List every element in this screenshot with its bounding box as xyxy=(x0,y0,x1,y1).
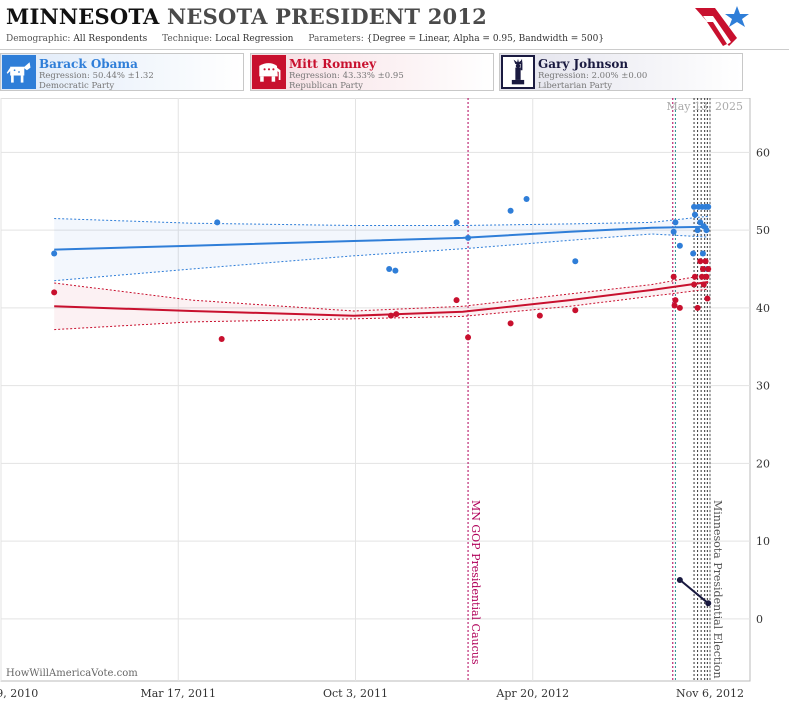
candidate-party: Libertarian Party xyxy=(538,81,613,91)
poll-point xyxy=(705,600,712,607)
confidence-lower-line xyxy=(54,288,709,331)
trend-line xyxy=(54,281,709,317)
x-tick-label: Oct 3, 2011 xyxy=(323,687,388,700)
poll-point xyxy=(697,258,704,265)
poll-point xyxy=(676,576,683,583)
poll-point xyxy=(453,297,460,304)
confidence-upper-line xyxy=(54,274,709,312)
candidate-regression: Regression: 2.00% ±0.00 xyxy=(538,71,648,81)
poll-point xyxy=(705,266,712,273)
poll-point xyxy=(392,267,399,274)
candidate-name: Gary Johnson xyxy=(538,57,629,71)
event-label: Minnesota Presidential Election xyxy=(711,500,724,679)
parameters-line: Demographic: All Respondents Technique: … xyxy=(6,34,604,44)
poll-point xyxy=(676,242,683,249)
poll-point xyxy=(691,281,698,288)
parameters-value: {Degree = Linear, Alpha = 0.95, Bandwidt… xyxy=(366,34,605,44)
candidate-regression: Regression: 43.33% ±0.95 xyxy=(289,71,404,81)
poll-point xyxy=(465,334,472,341)
plot-area xyxy=(0,98,751,682)
poll-point xyxy=(690,250,697,257)
header-divider xyxy=(0,49,789,50)
poll-point xyxy=(702,258,709,265)
poll-point xyxy=(705,203,712,210)
poll-point xyxy=(694,304,701,311)
poll-point xyxy=(572,258,579,265)
title-race: NESOTA PRESIDENT 2012 xyxy=(167,4,487,29)
demographic-value: All Respondents xyxy=(73,34,148,44)
x-tick-label: Apr 20, 2012 xyxy=(495,687,569,700)
poll-point xyxy=(386,266,393,273)
statue-of-liberty-icon xyxy=(501,55,535,89)
poll-point xyxy=(697,219,704,226)
candidate-card-obama: Barack Obama Regression: 50.44% ±1.32 De… xyxy=(0,53,244,91)
confidence-band xyxy=(54,274,709,330)
poll-point xyxy=(691,203,698,210)
candidate-party: Republican Party xyxy=(289,81,363,91)
poll-point xyxy=(704,295,711,302)
candidate-name: Mitt Romney xyxy=(289,57,377,71)
poll-point xyxy=(694,227,701,234)
poll-point xyxy=(699,250,706,257)
y-tick-label: 60 xyxy=(756,146,770,159)
poll-point xyxy=(51,250,58,257)
poll-point xyxy=(703,273,710,280)
poll-point xyxy=(507,207,514,214)
poll-point xyxy=(214,219,221,226)
candidate-name: Barack Obama xyxy=(39,57,138,71)
trend-line xyxy=(54,225,709,251)
demographic-label: Demographic: xyxy=(6,34,71,44)
x-tick-label: Mar 17, 2011 xyxy=(140,687,216,700)
poll-point xyxy=(670,228,677,235)
y-tick-label: 20 xyxy=(756,457,770,470)
poll-point xyxy=(536,312,543,319)
y-tick-label: 10 xyxy=(756,535,770,548)
title-state: MINNESOTA xyxy=(6,4,160,29)
elephant-icon xyxy=(252,55,286,89)
y-tick-label: 30 xyxy=(756,380,770,393)
poll-point xyxy=(672,297,679,304)
y-tick-label: 50 xyxy=(756,224,770,237)
candidate-party: Democratic Party xyxy=(39,81,115,91)
poll-point xyxy=(507,320,514,327)
poll-point xyxy=(699,266,706,273)
poll-point xyxy=(670,273,677,280)
poll-point xyxy=(453,219,460,226)
poll-point xyxy=(51,289,58,296)
trend-line xyxy=(679,579,709,605)
parameters-label: Parameters: xyxy=(308,34,364,44)
donkey-icon xyxy=(2,55,36,89)
poll-point xyxy=(465,234,472,241)
poll-point xyxy=(672,219,679,226)
chart-title: MINNESOTA NESOTA PRESIDENT 2012 xyxy=(6,4,487,29)
y-tick-label: 40 xyxy=(756,302,770,315)
poll-point xyxy=(218,335,225,342)
poll-point xyxy=(691,211,698,218)
candidate-card-romney: Mitt Romney Regression: 43.33% ±0.95 Rep… xyxy=(250,53,494,91)
poll-point xyxy=(676,304,683,311)
poll-chart: 0 10 20 30 40 50 60 Aug 29, 2010 Mar 17, 2011 Oct… xyxy=(0,98,770,700)
poll-point xyxy=(699,273,706,280)
site-logo-icon xyxy=(695,6,749,46)
poll-point xyxy=(691,273,698,280)
poll-point xyxy=(393,311,400,318)
event-label: MN GOP Presidential Caucus xyxy=(469,500,482,665)
poll-point xyxy=(572,307,579,314)
generated-date: May 13, 2025 xyxy=(666,100,743,113)
x-tick-label: Nov 6, 2012 xyxy=(676,687,744,700)
confidence-upper-line xyxy=(54,215,709,226)
poll-point xyxy=(671,302,678,309)
confidence-lower-line xyxy=(54,233,709,282)
candidate-card-johnson: Gary Johnson Regression: 2.00% ±0.00 Lib… xyxy=(499,53,743,91)
poll-point xyxy=(523,196,530,203)
candidate-regression: Regression: 50.44% ±1.32 xyxy=(39,71,154,81)
poll-point xyxy=(700,281,707,288)
technique-label: Technique: xyxy=(162,34,213,44)
poll-point xyxy=(387,312,394,319)
technique-value: Local Regression xyxy=(215,34,294,44)
poll-point xyxy=(703,227,710,234)
x-tick-label: Aug 29, 2010 xyxy=(0,687,38,700)
source-credit: HowWillAmericaVote.com xyxy=(6,668,138,679)
y-tick-label: 0 xyxy=(756,613,763,626)
